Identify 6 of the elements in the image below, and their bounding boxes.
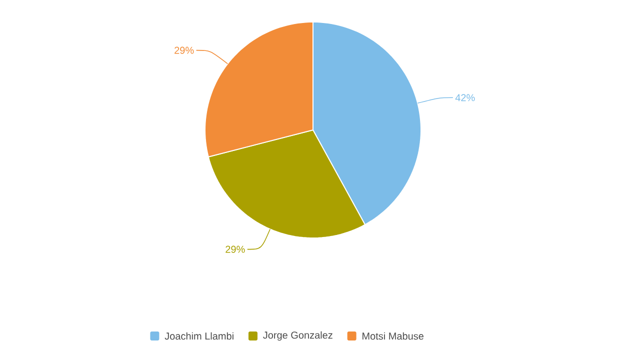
legend-label: Motsi Mabuse [362, 332, 424, 340]
data-label: 42% [455, 94, 475, 102]
legend-label: Joachim Llambi [164, 332, 234, 340]
data-label: 29% [174, 46, 194, 54]
legend-label: Jorge Gonzalez [263, 331, 332, 341]
data-label: 29% [226, 246, 245, 253]
